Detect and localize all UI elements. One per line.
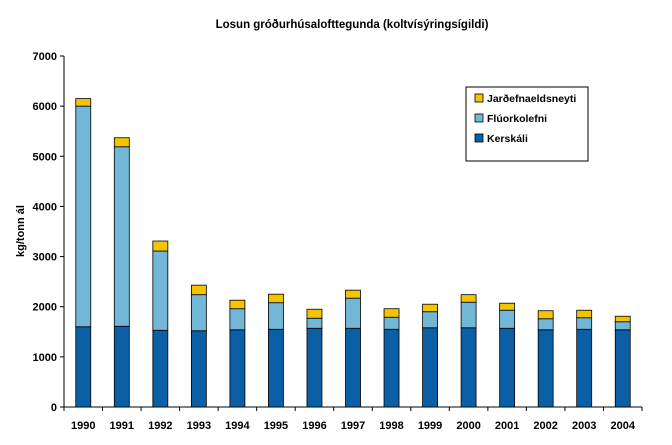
bar-segment-jar-efnaeldsneyti [460, 294, 477, 303]
legend-label: Jarðefnaeldsneyti [487, 93, 576, 105]
bar-segment-fl-orkolefni [576, 317, 593, 330]
bar-segment-kersk-li [537, 329, 554, 408]
bar-segment-jar-efnaeldsneyti [190, 284, 207, 296]
bar-segment-fl-orkolefni [614, 321, 631, 331]
bar-segment-fl-orkolefni [75, 105, 92, 328]
y-tick-label: 6000 [33, 101, 57, 113]
legend-label: Kerskáli [487, 133, 528, 145]
bar-segment-fl-orkolefni [537, 318, 554, 331]
bar-segment-jar-efnaeldsneyti [345, 289, 361, 299]
legend-swatch [474, 113, 484, 123]
bar-segment-jar-efnaeldsneyti [422, 303, 438, 313]
bar-segment-jar-efnaeldsneyti [152, 240, 169, 252]
x-tick-label: 2001 [495, 420, 519, 432]
bar-segment-kersk-li [422, 327, 438, 408]
y-tick-label: 3000 [33, 252, 57, 264]
bar-segment-jar-efnaeldsneyti [576, 309, 593, 319]
bar-segment-fl-orkolefni [499, 309, 516, 329]
bar-segment-kersk-li [229, 329, 246, 408]
bar-segment-fl-orkolefni [268, 302, 284, 330]
x-tick-label: 1997 [341, 420, 365, 432]
bar-segment-kersk-li [268, 328, 284, 408]
bar-segment-fl-orkolefni [306, 317, 323, 329]
y-tick-label: 5000 [33, 151, 57, 163]
bar-segment-jar-efnaeldsneyti [268, 293, 284, 304]
bar-segment-kersk-li [190, 330, 207, 408]
bar-segment-fl-orkolefni [190, 294, 207, 332]
y-tick-label: 1000 [33, 352, 57, 364]
bar-segment-fl-orkolefni [383, 316, 400, 330]
y-tick-label: 2000 [33, 302, 57, 314]
x-tick-label: 2004 [610, 420, 635, 432]
bar-segment-fl-orkolefni [113, 146, 130, 327]
y-tick-label: 7000 [33, 51, 57, 63]
x-tick-label: 1991 [110, 420, 134, 432]
bar-segment-kersk-li [113, 325, 130, 408]
bar-segment-kersk-li [614, 329, 631, 408]
bar-segment-jar-efnaeldsneyti [614, 315, 631, 323]
x-tick-label: 1990 [71, 420, 95, 432]
bar-segment-jar-efnaeldsneyti [499, 302, 516, 311]
x-tick-label: 1996 [302, 420, 326, 432]
bar-segment-jar-efnaeldsneyti [383, 308, 400, 318]
chart-title: Losun gróðurhúsalofttegunda (koltvísýrin… [216, 19, 489, 31]
bar-segment-kersk-li [345, 327, 361, 408]
y-tick-label: 4000 [33, 201, 57, 213]
x-tick-label: 2002 [533, 420, 557, 432]
bar-segment-jar-efnaeldsneyti [306, 308, 323, 319]
bar-segment-fl-orkolefni [229, 308, 246, 331]
y-tick-label: 0 [51, 402, 57, 414]
y-axis-label: kg/tonn ál [15, 205, 27, 257]
bar-segment-fl-orkolefni [345, 297, 361, 329]
legend-box [465, 86, 589, 162]
legend: Jarðefnaeldsneyti Flúorkolefni Kerskáli [465, 86, 589, 162]
bar-segment-jar-efnaeldsneyti [229, 299, 246, 310]
bar-segment-kersk-li [460, 327, 477, 408]
x-tick-label: 1998 [379, 420, 403, 432]
x-tick-label: 1992 [148, 420, 172, 432]
x-tick-label: 1994 [225, 420, 250, 432]
x-tick-label: 1999 [418, 420, 442, 432]
bar-segment-fl-orkolefni [152, 250, 169, 331]
legend-swatch [474, 133, 484, 143]
bar-segment-kersk-li [383, 328, 400, 408]
bar-segment-fl-orkolefni [460, 301, 477, 329]
bar-segment-kersk-li [576, 328, 593, 408]
x-tick-label: 2000 [456, 420, 480, 432]
legend-label: Flúorkolefni [487, 113, 547, 125]
bar-segment-kersk-li [152, 329, 169, 408]
x-tick-label: 1993 [187, 420, 211, 432]
bar-segment-fl-orkolefni [422, 311, 438, 329]
bar-segment-jar-efnaeldsneyti [537, 310, 554, 320]
bar-segment-jar-efnaeldsneyti [113, 137, 130, 148]
x-tick-label: 1995 [264, 420, 288, 432]
bar-segment-kersk-li [75, 326, 92, 408]
x-tick-label: 2003 [572, 420, 596, 432]
bar-segment-jar-efnaeldsneyti [75, 98, 92, 107]
bar-segment-kersk-li [306, 327, 323, 408]
bar-segment-kersk-li [499, 327, 516, 408]
legend-swatch [474, 93, 484, 103]
